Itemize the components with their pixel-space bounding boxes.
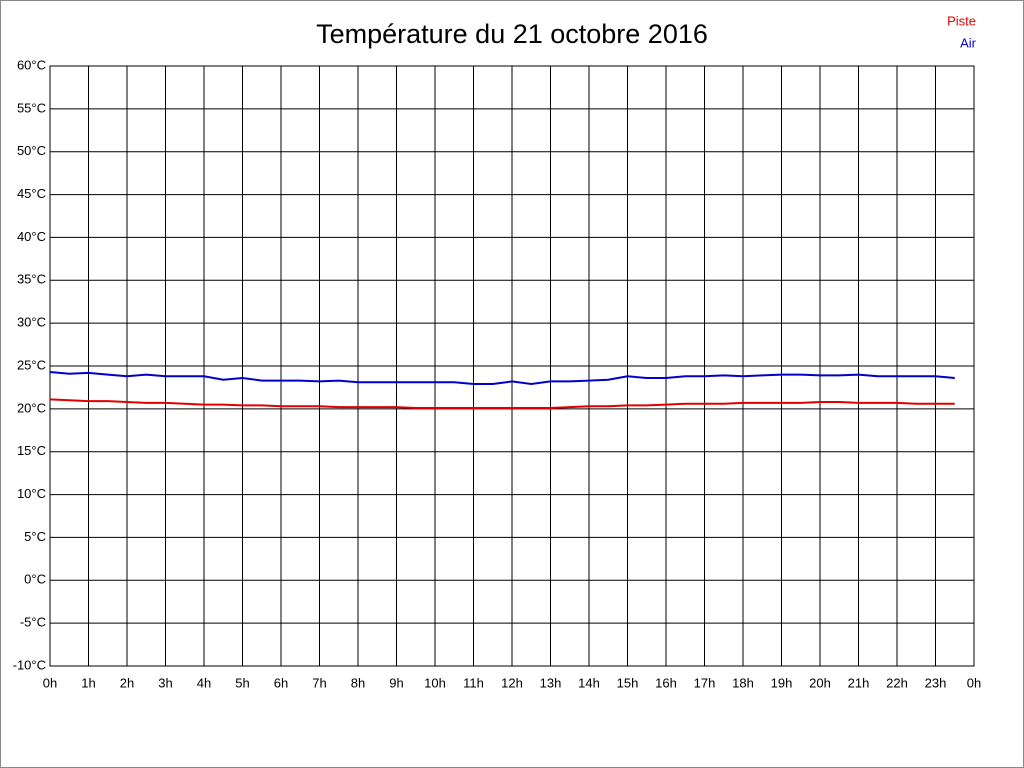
x-tick-label: 6h [274, 675, 288, 690]
x-tick-label: 13h [540, 675, 562, 690]
series-line [49, 398, 955, 409]
y-tick-label: 0°C [24, 572, 46, 587]
legend-entry: Air [960, 35, 977, 50]
x-tick-label: 4h [197, 675, 211, 690]
x-tick-label: 2h [120, 675, 134, 690]
y-tick-label: 30°C [17, 315, 46, 330]
x-tick-label: 5h [235, 675, 249, 690]
y-tick-label: 55°C [17, 100, 46, 115]
y-tick-label: 35°C [17, 272, 46, 287]
x-tick-label: 1h [81, 675, 95, 690]
x-tick-label: 18h [732, 675, 754, 690]
y-tick-label: 10°C [17, 486, 46, 501]
y-tick-label: 15°C [17, 443, 46, 458]
x-tick-label: 12h [501, 675, 523, 690]
x-tick-label: 14h [578, 675, 600, 690]
y-tick-label: 50°C [17, 143, 46, 158]
x-tick-label: 0h [43, 675, 57, 690]
x-tick-label: 21h [848, 675, 870, 690]
y-tick-label: -5°C [20, 615, 46, 630]
x-tick-label: 20h [809, 675, 831, 690]
y-tick-label: 40°C [17, 229, 46, 244]
x-tick-label: 11h [463, 675, 484, 690]
x-tick-label: 17h [694, 675, 716, 690]
y-tick-label: 60°C [17, 57, 46, 72]
x-tick-label: 16h [655, 675, 677, 690]
series-line [49, 371, 955, 386]
x-tick-label: 23h [925, 675, 947, 690]
y-tick-label: 45°C [17, 186, 46, 201]
x-tick-label: 10h [424, 675, 446, 690]
y-tick-label: 25°C [17, 357, 46, 372]
chart-title: Température du 21 octobre 2016 [316, 19, 708, 49]
x-tick-label: 15h [617, 675, 639, 690]
y-tick-label: -10°C [13, 657, 46, 672]
x-tick-label: 0h [967, 675, 981, 690]
y-tick-label: 5°C [24, 529, 46, 544]
x-tick-label: 19h [771, 675, 793, 690]
x-tick-label: 8h [351, 675, 365, 690]
x-tick-label: 7h [312, 675, 326, 690]
y-tick-label: 20°C [17, 400, 46, 415]
legend-entry: Piste [947, 13, 976, 28]
x-tick-label: 22h [886, 675, 908, 690]
x-tick-label: 9h [389, 675, 403, 690]
x-tick-label: 3h [158, 675, 172, 690]
